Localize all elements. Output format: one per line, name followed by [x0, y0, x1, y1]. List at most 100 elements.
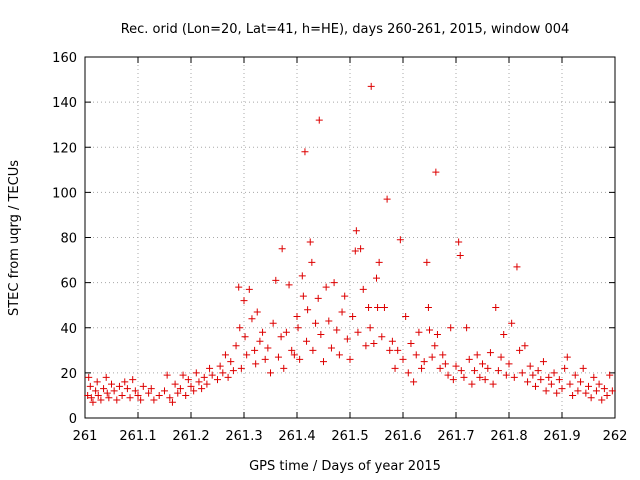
data-point [489, 380, 497, 388]
data-point [463, 324, 471, 332]
data-point [424, 303, 432, 311]
data-point [420, 358, 428, 366]
data-point [115, 382, 123, 390]
data-point [87, 394, 95, 402]
data-point [366, 324, 374, 332]
data-point [433, 331, 441, 339]
y-tick-label: 0 [69, 412, 77, 427]
data-point [294, 324, 302, 332]
data-point [253, 308, 261, 316]
data-point [561, 364, 569, 372]
data-point [582, 389, 590, 397]
data-point [110, 387, 118, 395]
data-point [100, 385, 108, 393]
data-point [436, 364, 444, 372]
data-point [184, 376, 192, 384]
data-point [232, 342, 240, 350]
data-point [206, 364, 214, 372]
y-tick-label: 40 [60, 322, 77, 337]
data-point [516, 346, 524, 354]
x-tick-label: 261.5 [331, 429, 368, 444]
data-point [147, 385, 155, 393]
data-point [452, 362, 460, 370]
data-point [365, 303, 373, 311]
data-point [272, 276, 280, 284]
data-point [299, 292, 307, 300]
data-point [123, 385, 131, 393]
data-point [428, 353, 436, 361]
data-point [590, 373, 598, 381]
x-tick-label: 261.4 [278, 429, 315, 444]
data-point [577, 378, 585, 386]
data-point [108, 380, 115, 388]
data-point [333, 326, 341, 334]
data-point [343, 335, 351, 343]
x-tick-label: 261.9 [543, 429, 580, 444]
data-point [571, 371, 579, 379]
x-tick-label: 261.2 [172, 429, 209, 444]
data-point [351, 247, 359, 255]
data-point [227, 358, 235, 366]
data-point [412, 351, 420, 359]
data-point [468, 380, 476, 388]
data-point [97, 396, 105, 404]
data-point [378, 333, 386, 341]
data-point [349, 312, 357, 320]
data-point [293, 312, 301, 320]
data-point [418, 364, 426, 372]
data-point [399, 355, 407, 363]
data-point [221, 351, 229, 359]
data-point [362, 342, 370, 350]
data-point [558, 385, 566, 393]
data-point [439, 351, 447, 359]
data-point [465, 355, 473, 363]
data-point [335, 351, 343, 359]
data-point [460, 373, 468, 381]
data-point [84, 391, 92, 399]
data-point [444, 371, 452, 379]
data-point [203, 380, 211, 388]
x-tick-label: 261.3 [225, 429, 262, 444]
data-point [526, 362, 534, 370]
data-point [338, 308, 346, 316]
data-point [278, 245, 286, 253]
data-point [415, 328, 423, 336]
data-point [269, 319, 277, 327]
y-tick-label: 100 [52, 186, 77, 201]
data-point [163, 371, 171, 379]
data-point [264, 344, 272, 352]
data-point [237, 364, 245, 372]
data-point [569, 391, 577, 399]
data-point [574, 387, 582, 395]
data-point [241, 333, 249, 341]
data-point [388, 337, 396, 345]
data-point [341, 292, 349, 300]
data-point [182, 391, 190, 399]
data-point [252, 360, 260, 368]
data-point [219, 369, 227, 377]
data-point [391, 364, 399, 372]
data-point [357, 245, 365, 253]
data-point [317, 331, 325, 339]
data-point [290, 351, 298, 359]
data-point [592, 387, 600, 395]
data-point [168, 398, 176, 406]
data-point [484, 364, 492, 372]
data-point [606, 371, 614, 379]
data-point [322, 283, 330, 291]
data-point [190, 387, 198, 395]
data-point [494, 367, 502, 375]
data-point [518, 369, 526, 377]
data-point [224, 373, 232, 381]
data-point [139, 382, 147, 390]
data-point [359, 285, 367, 293]
data-point [303, 337, 311, 345]
data-point [208, 371, 216, 379]
data-point [216, 362, 224, 370]
data-point [267, 369, 274, 377]
y-axis-ticks: 0 20 40 60 80 100 120 140 160 [52, 51, 615, 427]
data-point [513, 263, 521, 271]
data-point [94, 391, 102, 399]
data-point [301, 148, 309, 156]
